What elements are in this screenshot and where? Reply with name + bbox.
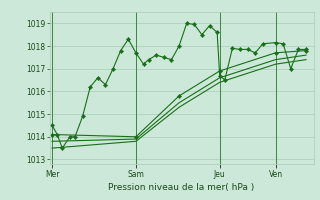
X-axis label: Pression niveau de la mer( hPa ): Pression niveau de la mer( hPa ) [108,183,255,192]
